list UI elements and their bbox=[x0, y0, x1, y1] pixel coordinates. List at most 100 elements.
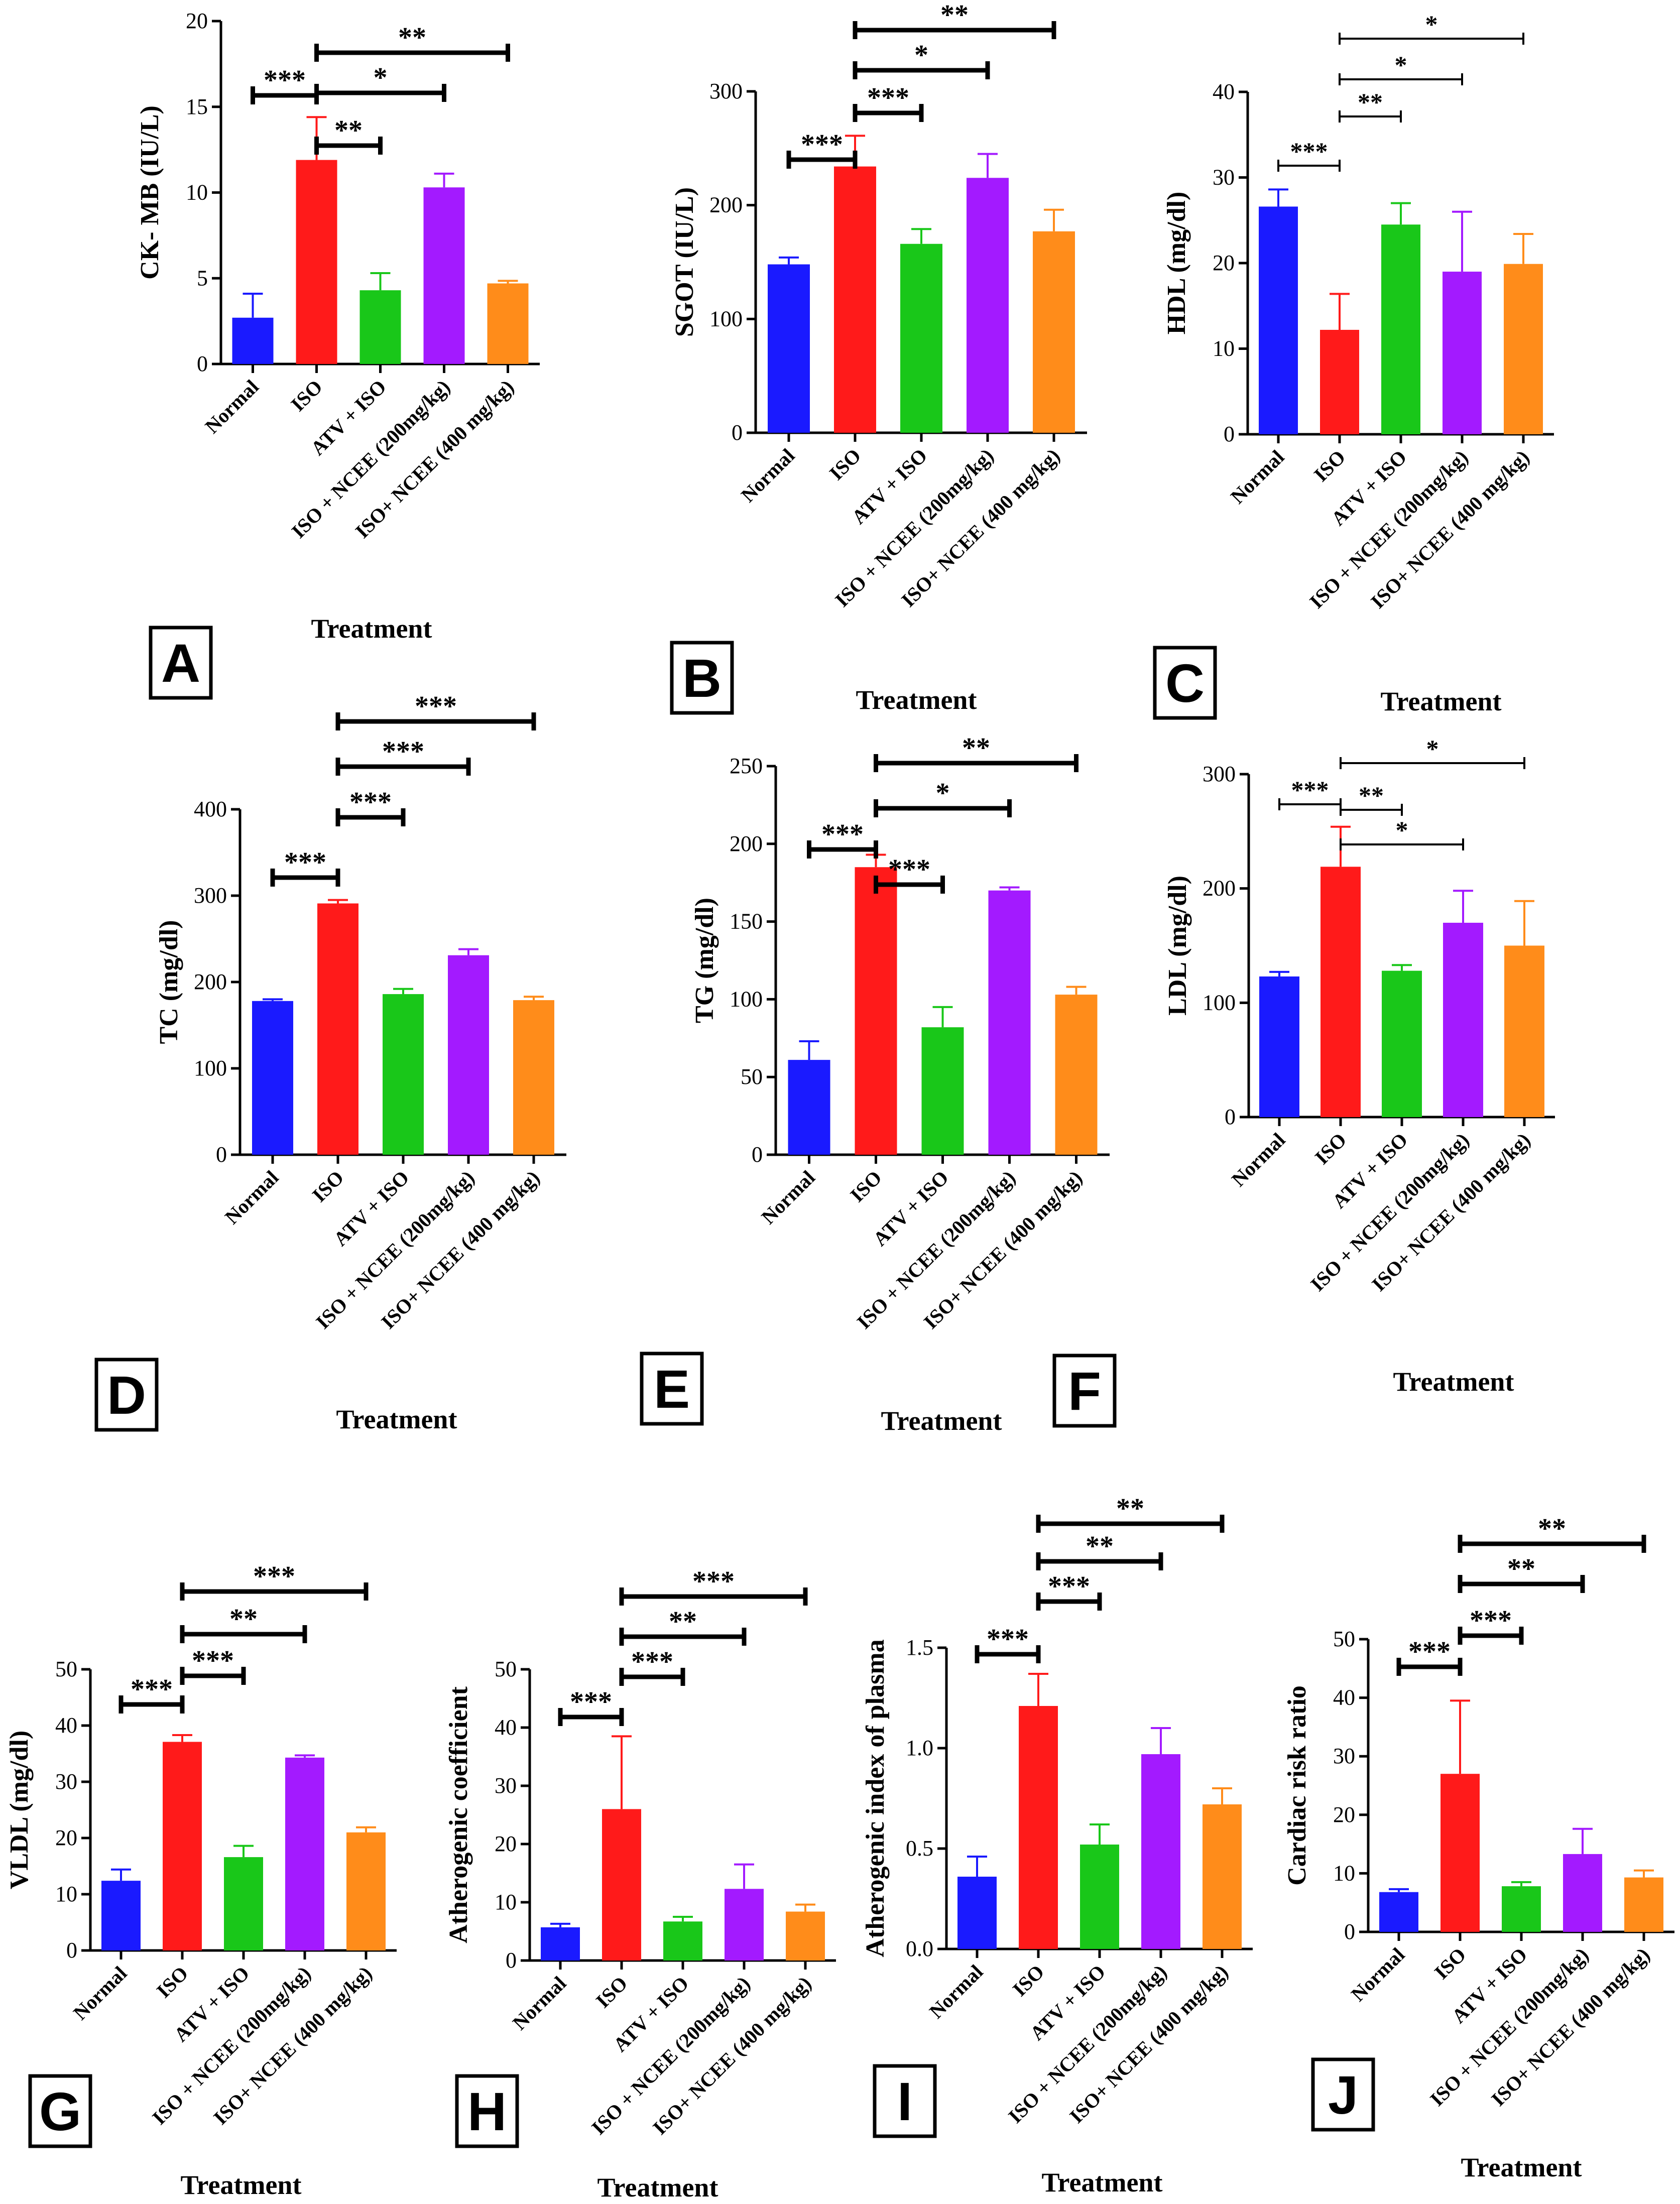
y-tick-label: 0 bbox=[506, 1948, 517, 1973]
significance-label: *** bbox=[415, 691, 457, 722]
y-tick-label: 0 bbox=[752, 1142, 763, 1167]
bar-3 bbox=[1382, 970, 1422, 1117]
significance-label: *** bbox=[821, 819, 864, 850]
y-tick-label: 20 bbox=[1333, 1802, 1355, 1827]
panel-letter-box bbox=[94, 1358, 159, 1432]
significance-label: *** bbox=[284, 847, 326, 878]
panel-letter: F bbox=[1068, 1361, 1101, 1421]
bar-1 bbox=[1259, 976, 1299, 1117]
x-tick-label: Normal bbox=[220, 1166, 283, 1229]
y-tick-label: 10 bbox=[55, 1882, 77, 1906]
bar-5 bbox=[1033, 231, 1075, 433]
bar-5 bbox=[1504, 264, 1543, 434]
x-tick-label: Normal bbox=[69, 1962, 132, 2025]
bar-4 bbox=[285, 1757, 324, 1950]
y-tick-label: 0.0 bbox=[906, 1936, 933, 1961]
y-tick-label: 20 bbox=[1213, 251, 1235, 275]
y-tick-label: 10 bbox=[1213, 336, 1235, 361]
bar-3 bbox=[1080, 1845, 1119, 1949]
significance-label: *** bbox=[382, 736, 424, 767]
y-tick-label: 100 bbox=[1203, 990, 1236, 1015]
y-tick-label: 0.5 bbox=[906, 1836, 933, 1861]
bar-5 bbox=[1203, 1804, 1242, 1949]
bar-5 bbox=[346, 1832, 386, 1950]
panel-letter: E bbox=[654, 1359, 690, 1419]
y-tick-label: 0 bbox=[66, 1938, 77, 1963]
panel-letter: H bbox=[467, 2081, 507, 2142]
y-tick-label: 50 bbox=[55, 1657, 77, 1681]
significance-label: * bbox=[936, 778, 950, 809]
panel-letter-box bbox=[1311, 2057, 1375, 2132]
bar-5 bbox=[487, 283, 529, 364]
significance-label: * bbox=[1425, 10, 1438, 38]
y-tick-label: 5 bbox=[197, 266, 208, 290]
x-tick-label: ISO bbox=[1310, 1129, 1351, 1169]
bar-4 bbox=[988, 890, 1031, 1155]
y-tick-label: 20 bbox=[186, 9, 208, 33]
y-tick-label: 300 bbox=[709, 79, 743, 103]
x-tick-label: Normal bbox=[200, 376, 263, 438]
bar-1 bbox=[957, 1877, 997, 1949]
bar-4 bbox=[1141, 1754, 1180, 1949]
bar-2 bbox=[296, 160, 337, 364]
x-tick-label: Normal bbox=[1347, 1943, 1409, 2006]
significance-label: *** bbox=[801, 129, 843, 160]
y-tick-label: 50 bbox=[1333, 1627, 1355, 1651]
y-tick-label: 200 bbox=[1203, 876, 1236, 901]
panel-letter: G bbox=[39, 2081, 81, 2142]
x-axis-label: Treatment bbox=[1042, 2167, 1163, 2197]
y-tick-label: 15 bbox=[186, 94, 208, 119]
significance-label: ** bbox=[669, 1606, 697, 1637]
y-tick-label: 100 bbox=[709, 306, 743, 331]
y-axis-label: Atherogenic coefficient bbox=[444, 1686, 473, 1943]
bar-4 bbox=[423, 187, 465, 364]
significance-label: ** bbox=[1507, 1553, 1535, 1584]
y-axis-label: TC (mg/dl) bbox=[155, 920, 183, 1044]
bar-2 bbox=[834, 166, 876, 433]
bar-4 bbox=[448, 955, 489, 1155]
significance-label: * bbox=[1395, 51, 1407, 79]
bar-5 bbox=[1055, 995, 1098, 1155]
significance-label: *** bbox=[692, 1566, 735, 1597]
significance-label: *** bbox=[349, 787, 392, 818]
significance-label: *** bbox=[1048, 1571, 1090, 1602]
y-tick-label: 30 bbox=[1213, 165, 1235, 190]
y-tick-label: 150 bbox=[730, 909, 763, 934]
y-axis-label: Atherogenic index of plasma bbox=[861, 1639, 890, 1957]
y-tick-label: 300 bbox=[1203, 762, 1236, 786]
panel-letter: C bbox=[1165, 653, 1205, 713]
y-tick-label: 40 bbox=[1333, 1685, 1355, 1710]
y-tick-label: 0 bbox=[216, 1142, 227, 1167]
bar-4 bbox=[967, 178, 1009, 433]
y-axis-label: VLDL (mg/dl) bbox=[5, 1731, 34, 1889]
y-tick-label: 300 bbox=[194, 883, 227, 908]
bar-2 bbox=[163, 1742, 202, 1950]
y-tick-label: 100 bbox=[194, 1056, 227, 1080]
y-tick-label: 200 bbox=[730, 831, 763, 856]
y-axis-label: TG (mg/dl) bbox=[690, 898, 719, 1023]
bar-2 bbox=[1320, 329, 1359, 434]
y-axis-label: Cardiac risk ratio bbox=[1283, 1685, 1311, 1886]
significance-label: * bbox=[1396, 816, 1408, 844]
bar-1 bbox=[768, 264, 810, 433]
y-tick-label: 20 bbox=[55, 1825, 77, 1850]
bar-3 bbox=[1381, 224, 1420, 434]
y-axis-label: CK- MB (IU/L) bbox=[136, 105, 164, 280]
significance-label: *** bbox=[192, 1645, 234, 1676]
significance-label: ** bbox=[1086, 1531, 1114, 1562]
y-tick-label: 0 bbox=[197, 351, 208, 376]
significance-label: *** bbox=[264, 65, 306, 96]
x-tick-label: ISO bbox=[308, 1166, 348, 1207]
y-tick-label: 200 bbox=[709, 193, 743, 217]
significance-label: *** bbox=[131, 1674, 173, 1705]
panel-letter: D bbox=[107, 1365, 146, 1425]
x-tick-label: ISO bbox=[1309, 446, 1350, 486]
x-axis-label: Treatment bbox=[181, 2170, 302, 2200]
significance-label: *** bbox=[987, 1624, 1029, 1655]
significance-label: * bbox=[374, 62, 388, 93]
panel-letter: I bbox=[897, 2071, 912, 2132]
